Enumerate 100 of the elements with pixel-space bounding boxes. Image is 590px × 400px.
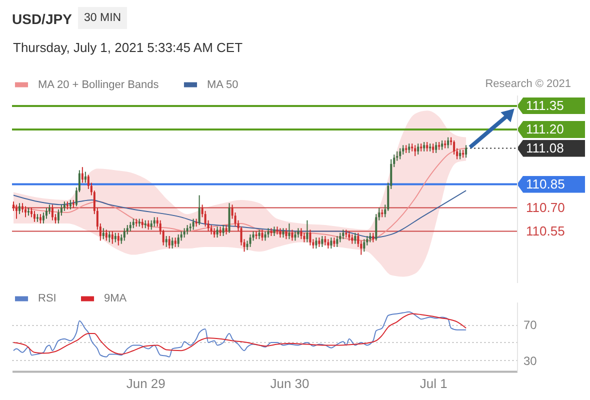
candlestick [147, 220, 150, 230]
chart-subtitle: Thursday, July 1, 2021 5:33:45 AM CET [13, 40, 243, 56]
candlestick [402, 144, 404, 156]
candlestick [327, 238, 330, 250]
candlestick [57, 208, 60, 224]
candlestick [84, 171, 86, 184]
candlestick [18, 202, 20, 215]
candlestick [114, 232, 116, 243]
candlestick [363, 238, 366, 252]
candlestick [372, 232, 374, 243]
candlestick [24, 206, 26, 218]
legend-label: RSI [38, 292, 56, 304]
candlestick [426, 142, 428, 152]
candlestick [336, 236, 338, 248]
candlestick [165, 236, 168, 248]
candlestick [153, 216, 156, 228]
candlestick [30, 207, 32, 218]
candlestick [291, 229, 294, 242]
candlestick [225, 224, 228, 235]
candlestick [294, 230, 296, 242]
candlestick [51, 204, 54, 221]
candlestick [465, 144, 468, 158]
candlestick [69, 199, 72, 210]
y-tick-label: 70 [523, 318, 538, 332]
candlestick [168, 236, 170, 250]
candlestick [186, 224, 188, 235]
line-series [13, 190, 467, 238]
candlestick [399, 148, 402, 160]
candlestick [177, 234, 180, 248]
candlestick [282, 228, 284, 238]
candlestick [258, 229, 260, 240]
legend-label: 9MA [104, 292, 128, 304]
candlestick [309, 229, 312, 246]
y-tick-label: 30 [523, 354, 538, 368]
candlestick [324, 236, 326, 246]
y-tick-label: 110.85 [526, 176, 565, 192]
candlestick [348, 230, 350, 242]
candlestick [339, 232, 342, 243]
candlestick [285, 228, 288, 240]
candlestick [42, 212, 44, 224]
y-tick-label: 110.70 [526, 200, 565, 215]
candlestick [48, 204, 50, 215]
candlestick [408, 143, 410, 154]
x-tick-label: Jun 29 [126, 375, 166, 390]
candlestick [417, 143, 420, 156]
candlestick [267, 228, 270, 238]
candlestick [81, 166, 84, 184]
candlestick [297, 228, 300, 238]
candlestick [453, 140, 456, 156]
candlestick [228, 202, 230, 234]
candlestick [330, 237, 332, 250]
candlestick [249, 234, 252, 248]
candlestick [174, 237, 176, 248]
candlestick [111, 230, 114, 244]
candlestick [129, 221, 132, 232]
candlestick [318, 237, 320, 248]
candlestick [150, 220, 152, 230]
candlestick [432, 143, 434, 154]
candlestick [354, 232, 356, 244]
candlestick [102, 228, 104, 240]
candlestick [21, 202, 24, 213]
candlestick [45, 207, 48, 220]
candlestick [105, 229, 108, 242]
legend-label: MA 20 + Bollinger Bands [38, 78, 160, 91]
legend-label: MA 50 [207, 78, 238, 91]
candlestick [213, 228, 216, 238]
candlestick [192, 218, 194, 230]
candlestick [39, 214, 42, 224]
candlestick [351, 234, 354, 244]
chart-title: USD/JPY [12, 11, 72, 27]
candlestick [219, 226, 222, 236]
candlestick [441, 140, 444, 150]
x-tick-label: Jun 30 [270, 375, 310, 390]
candlestick [63, 201, 66, 212]
candlestick [273, 226, 276, 236]
candlestick [369, 232, 372, 243]
candlestick [132, 218, 134, 229]
candlestick [216, 226, 218, 238]
candlestick [414, 144, 416, 157]
candlestick [210, 224, 212, 235]
candlestick [108, 230, 110, 243]
candlestick [333, 237, 336, 248]
text: 30 MIN [78, 7, 128, 29]
candlestick [306, 220, 308, 243]
candlestick [303, 232, 306, 243]
candlestick [171, 237, 174, 250]
candlestick [315, 237, 318, 250]
candlestick [264, 230, 266, 242]
y-tick-label: 111.08 [526, 140, 564, 156]
y-tick-label: 111.35 [526, 98, 564, 113]
candlestick [33, 210, 36, 222]
candlestick [123, 228, 126, 242]
y-tick-label: 111.20 [526, 121, 564, 136]
candlestick [288, 222, 290, 240]
candlestick [141, 218, 144, 229]
candlestick [279, 228, 282, 238]
candlestick [459, 149, 462, 160]
candlestick [261, 229, 264, 242]
candlestick [198, 194, 200, 226]
text: Research © 2021 [485, 78, 571, 91]
